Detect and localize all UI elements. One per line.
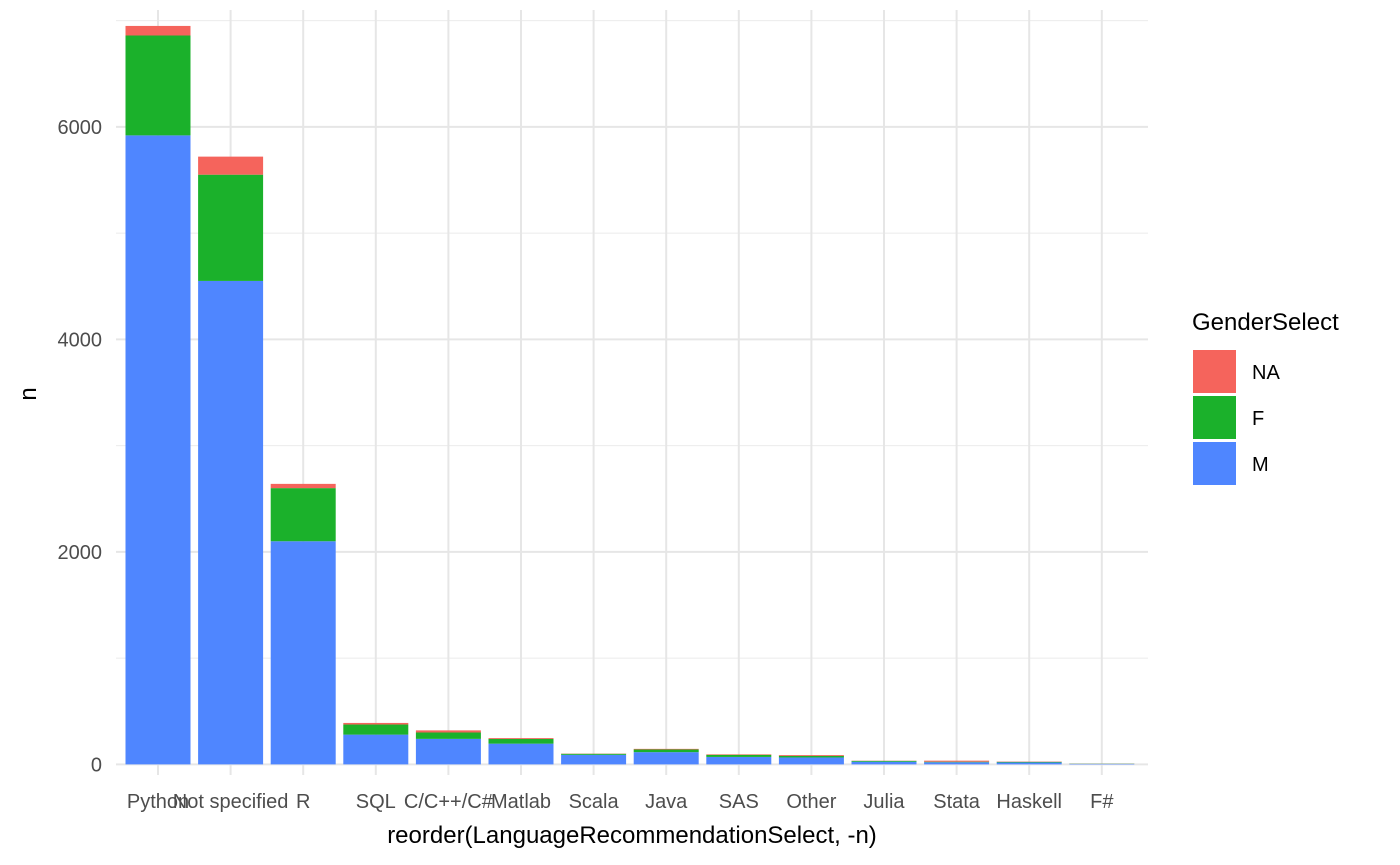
bar-f-sas — [706, 754, 772, 757]
x-tick-label: Java — [645, 791, 688, 813]
y-tick-label: 6000 — [58, 117, 103, 139]
y-tick-label: 0 — [91, 754, 102, 776]
bar-m-python — [125, 135, 191, 765]
bar-f-scala — [561, 753, 627, 755]
x-tick-label: Haskell — [996, 791, 1062, 813]
x-tick-label: Other — [786, 791, 836, 813]
bar-f-matlab — [488, 738, 554, 744]
legend-label-na: NA — [1252, 362, 1280, 384]
y-axis-title: n — [15, 387, 42, 400]
legend: GenderSelect NA F M — [1192, 309, 1339, 485]
bar-m-julia — [851, 761, 917, 765]
x-tick-label: Not specified — [173, 791, 289, 813]
bar-f-r — [270, 488, 336, 542]
bar-f-julia — [851, 760, 917, 762]
bar-f-c-c-c- — [415, 732, 481, 739]
x-tick-label: SQL — [356, 791, 396, 813]
bar-f-java — [633, 749, 699, 753]
x-tick-label: F# — [1090, 791, 1114, 813]
bar-na-matlab — [488, 738, 554, 739]
y-tick-label: 4000 — [58, 329, 103, 351]
bar-na-other — [778, 755, 844, 756]
bar-m-matlab — [488, 743, 554, 765]
x-tick-label: Python — [127, 791, 189, 813]
bar-na-java — [633, 748, 699, 750]
bar-na-r — [270, 483, 336, 489]
bar-m-sas — [706, 756, 772, 765]
bar-f-other — [778, 755, 844, 758]
y-tick-label: 2000 — [58, 542, 103, 564]
legend-label-m: M — [1252, 454, 1269, 476]
bar-na-c-c-c- — [415, 730, 481, 733]
bar-m-other — [778, 757, 844, 765]
y-axis-ticks: 0 2000 4000 6000 — [58, 117, 103, 777]
bar-f-haskell — [996, 761, 1062, 763]
bar-na-sql — [343, 722, 409, 725]
bar-f-python — [125, 35, 191, 136]
legend-swatch-f — [1193, 396, 1236, 439]
bar-m-java — [633, 752, 699, 765]
bar-m-stata — [924, 762, 990, 765]
bar-na-not-specified — [198, 156, 264, 175]
x-tick-label: Matlab — [491, 791, 551, 813]
bar-m-not-specified — [198, 280, 264, 765]
x-tick-label: R — [296, 791, 310, 813]
bar-m-f- — [1069, 763, 1135, 765]
legend-title: GenderSelect — [1192, 309, 1339, 336]
bar-m-c-c-c- — [415, 738, 481, 765]
bar-na-python — [125, 25, 191, 36]
bar-m-r — [270, 541, 336, 765]
x-tick-label: Julia — [863, 791, 905, 813]
x-tick-label: C/C++/C# — [404, 791, 494, 813]
bar-f-sql — [343, 724, 409, 735]
legend-swatch-m — [1193, 442, 1236, 485]
x-tick-label: Scala — [569, 791, 620, 813]
legend-label-f: F — [1252, 408, 1264, 430]
bar-m-sql — [343, 734, 409, 765]
bar-m-haskell — [996, 762, 1062, 765]
legend-swatch-na — [1193, 350, 1236, 393]
x-axis-title: reorder(LanguageRecommendationSelect, -n… — [387, 822, 877, 849]
bar-na-sas — [706, 754, 772, 755]
bar-f-stata — [924, 761, 990, 763]
x-tick-label: Stata — [933, 791, 981, 813]
x-tick-label: SAS — [719, 791, 759, 813]
bar-na-stata — [924, 760, 990, 762]
bars — [125, 25, 1135, 765]
bar-m-scala — [561, 754, 627, 765]
bar-f-not-specified — [198, 174, 264, 281]
